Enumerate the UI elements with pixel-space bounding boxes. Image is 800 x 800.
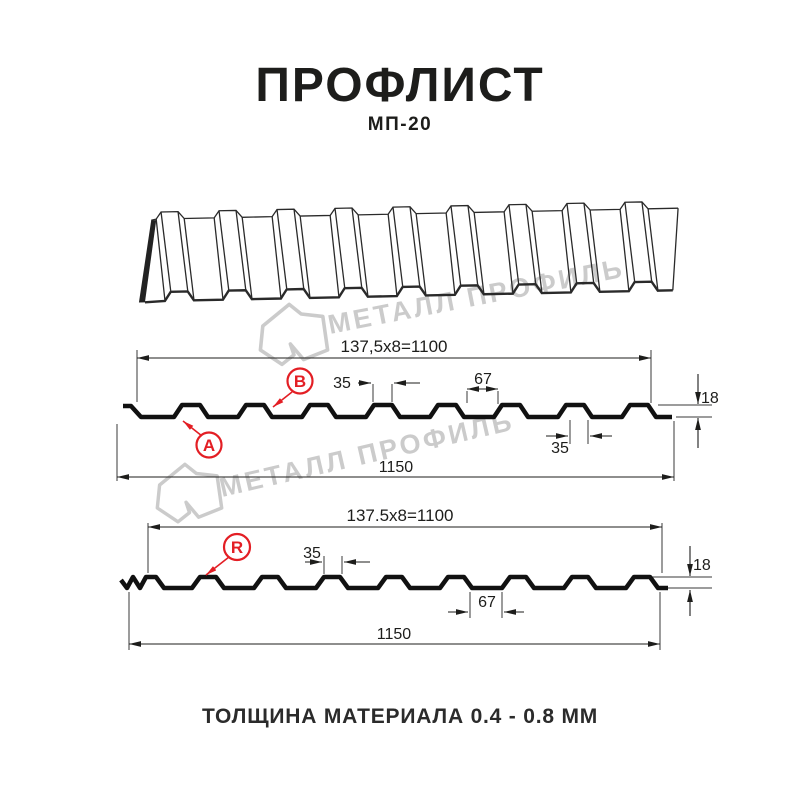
dim-total-width-label: 1150	[379, 459, 414, 476]
side-label-r: R	[205, 532, 252, 576]
extension-lines	[116, 350, 712, 481]
side-label-b: В	[272, 367, 314, 408]
cross-section-top: 137,5x8=1100 35 67 18 35 1150 В А	[116, 337, 719, 481]
sheet-rib-lines	[155, 201, 679, 301]
cross-section-bottom: 137.5x8=1100 35 67 18 1150 R	[119, 506, 712, 650]
svg-text:R: R	[231, 538, 243, 557]
profile-outline-bottom	[119, 574, 668, 591]
dim-rib-bottom-label: 35	[551, 440, 569, 457]
dim-rib-top-label: 35	[303, 545, 321, 562]
page-title: ПРОФЛИСТ	[255, 59, 545, 112]
dim-valley-label: 67	[478, 594, 496, 611]
metall-profil-logo	[155, 462, 224, 524]
extension-lines	[128, 523, 712, 650]
sheet-front-edge	[144, 280, 673, 304]
dim-total-width-label: 1150	[377, 626, 412, 643]
dim-valley-label: 67	[474, 371, 492, 388]
dim-height-label: 18	[701, 390, 719, 407]
svg-text:А: А	[203, 436, 215, 455]
watermark-brand-text: МЕТАЛЛ ПРОФИЛЬ	[217, 406, 517, 503]
watermark-middle: МЕТАЛЛ ПРОФИЛЬ	[155, 406, 517, 524]
side-label-a: А	[182, 420, 223, 459]
dim-width-formula-label: 137,5x8=1100	[341, 337, 448, 356]
sheet-3d-view	[138, 201, 679, 304]
svg-text:В: В	[294, 372, 306, 391]
dim-height-label: 18	[693, 557, 711, 574]
sheet-top-edge	[151, 201, 679, 221]
dim-rib-top-label: 35	[333, 375, 351, 392]
sheet-cut-edge	[138, 220, 157, 303]
dim-width-formula-label: 137.5x8=1100	[347, 506, 454, 525]
profile-outline-top	[123, 402, 672, 420]
metall-profil-logo	[258, 302, 330, 367]
material-thickness-note: ТОЛЩИНА МАТЕРИАЛА 0.4 - 0.8 ММ	[201, 705, 599, 728]
page-subtitle: МП-20	[367, 114, 433, 135]
